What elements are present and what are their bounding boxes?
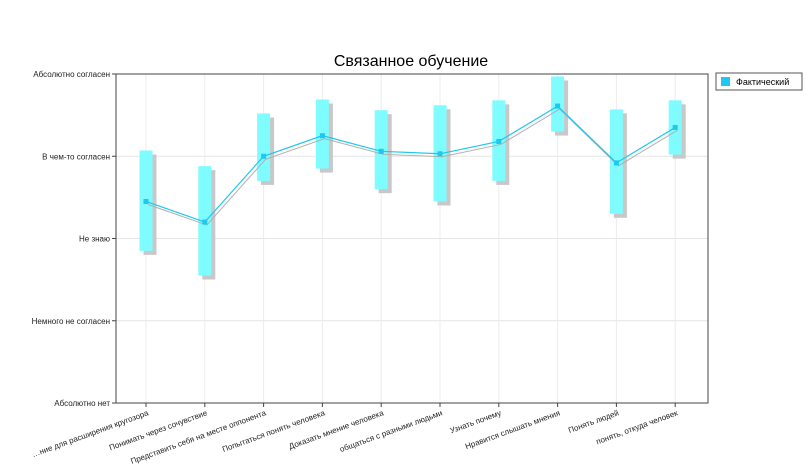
data-point	[438, 151, 443, 156]
x-tick-label: …ние для расширения кругозора	[31, 408, 151, 459]
data-point	[261, 154, 266, 159]
data-point	[614, 160, 619, 165]
x-tick-label: Доказать мнение человека	[288, 408, 386, 451]
y-tick-label: Немного не согласен	[32, 317, 110, 326]
legend-marker	[721, 77, 730, 86]
legend: Фактический	[716, 73, 802, 90]
range-bar	[257, 113, 270, 180]
y-tick-label: Абсолютно согласен	[33, 70, 110, 79]
x-tick-label: общаться с разными людьми	[339, 408, 444, 454]
chart-title: Связанное обучение	[334, 53, 488, 70]
data-point	[144, 199, 149, 204]
range-bars	[140, 76, 686, 279]
x-tick-label: Нравится слышать мнения	[464, 408, 561, 451]
data-point	[555, 104, 560, 109]
data-point	[496, 139, 501, 144]
y-tick-label: В чем-то согласен	[42, 152, 110, 161]
y-tick-labels: Абсолютно нет Немного не согласен Не знаю В…	[32, 70, 111, 408]
data-point	[673, 125, 678, 130]
data-point	[202, 220, 207, 225]
data-point	[379, 149, 384, 154]
y-tick-label: Абсолютно нет	[54, 399, 110, 408]
x-tick-label: Попытаться понять человека	[221, 408, 326, 454]
data-point	[320, 133, 325, 138]
series-lines	[144, 104, 678, 225]
legend-label: Фактический	[736, 77, 789, 87]
x-tick-label: Понимать через сочувствие	[108, 408, 209, 452]
series-line-shadow	[148, 109, 677, 225]
y-tick-label: Не знаю	[79, 235, 110, 244]
